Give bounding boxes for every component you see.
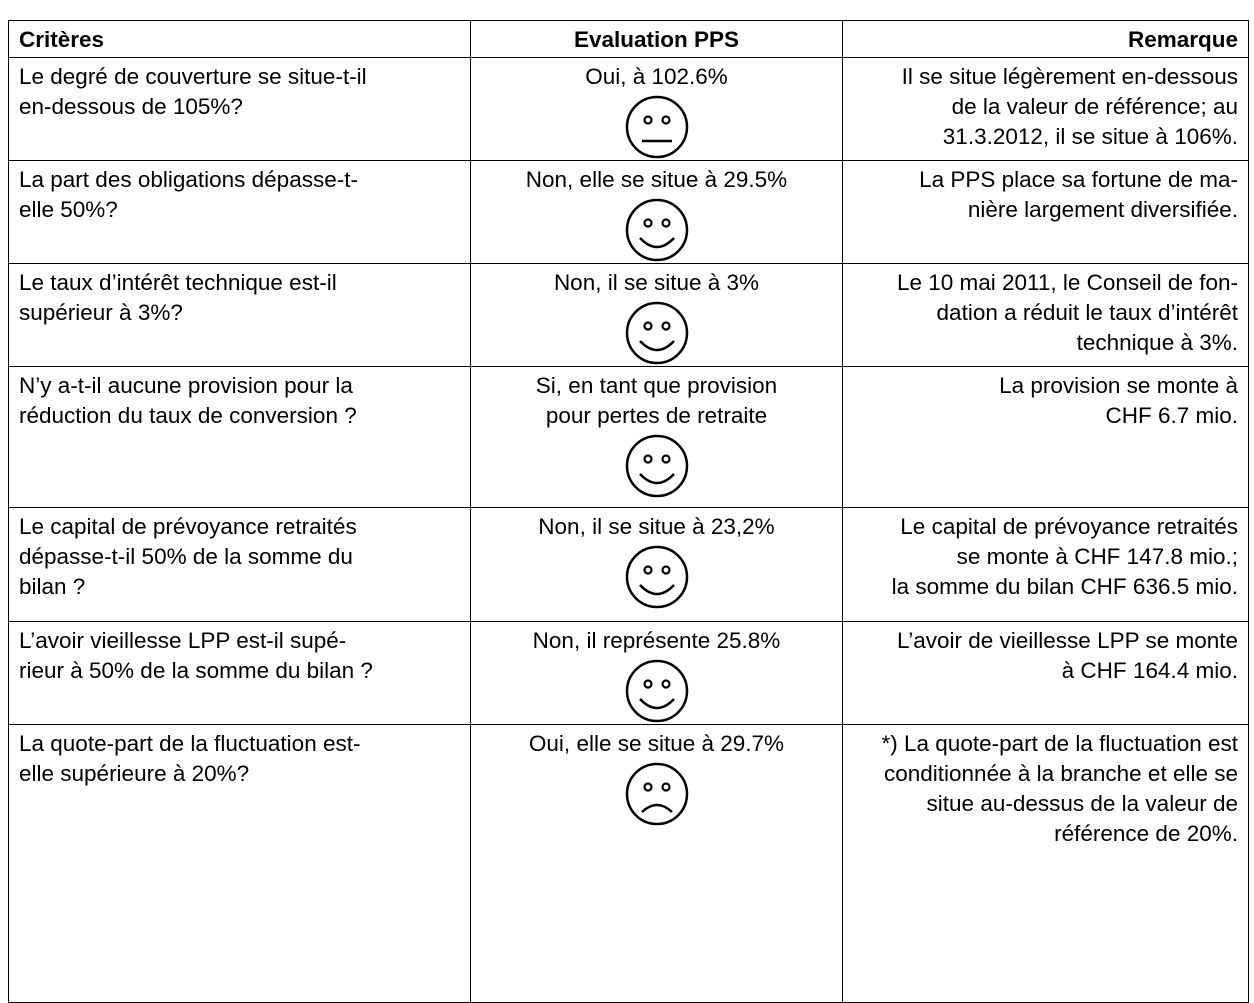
cell-line: supérieur à 3%?	[19, 300, 183, 325]
cell-line: de la valeur de référence; au	[951, 94, 1238, 119]
table-cell: Le degré de couverture se situe-t-il en-d…	[8, 57, 471, 161]
table-cell: Le taux d’intérêt technique est-il supéri…	[8, 263, 471, 367]
table-row: Le degré de couverture se situe-t-il en-d…	[8, 57, 1249, 161]
cell-line: nière largement diversifiée.	[967, 197, 1238, 222]
cell-line: *) La quote-part de la fluctuation est	[881, 731, 1238, 756]
table-cell: Le 10 mai 2011, le Conseil de fon-dation…	[842, 263, 1249, 367]
cell-line: se monte à CHF 147.8 mio.;	[956, 544, 1238, 569]
cell-line: La provision se monte à	[999, 373, 1238, 398]
header-cell: Critères	[8, 20, 471, 58]
table-row: Le capital de prévoyance retraités dépass…	[8, 507, 1249, 622]
table-row: L’avoir vieillesse LPP est-il supé-rieur…	[8, 621, 1249, 725]
criteria-table: Critères Evaluation PPS Remarque Le degr…	[8, 20, 1249, 1003]
smiley-happy	[625, 301, 688, 365]
cell-line: Non, il représente 25.8%	[532, 628, 781, 653]
cell-line: réduction du taux de conversion ?	[19, 403, 357, 428]
header-cell: Remarque	[842, 20, 1249, 58]
header-row: Critères Evaluation PPS Remarque	[8, 20, 1249, 58]
cell-line: situe au-dessus de la valeur de	[926, 791, 1238, 816]
cell-line: technique à 3%.	[1076, 330, 1238, 355]
table-cell: Oui, à 102.6%	[470, 57, 843, 161]
cell-line: Oui, à 102.6%	[585, 64, 728, 89]
cell-line: Le capital de prévoyance retraités	[900, 514, 1238, 539]
cell-line: Le taux d’intérêt technique est-il	[19, 270, 337, 295]
table-cell: Le capital de prévoyance retraités dépass…	[8, 507, 471, 622]
table-cell: Non, il se situe à 23,2%	[470, 507, 843, 622]
cell-line: rieur à 50% de la somme du bilan ?	[19, 658, 373, 683]
table-cell: Oui, elle se situe à 29.7%	[470, 724, 843, 1003]
cell-line: elle 50%?	[19, 197, 118, 222]
table-cell: Il se situe légèrement en-dessous de la v…	[842, 57, 1249, 161]
smiley-happy	[625, 198, 688, 262]
table-cell: La provision se monte à CHF 6.7 mio.	[842, 366, 1249, 508]
cell-line: Non, il se situe à 3%	[553, 270, 760, 295]
table-cell: Si, en tant que provision pour pertes de …	[470, 366, 843, 508]
cell-line: à CHF 164.4 mio.	[1061, 658, 1238, 683]
table-cell: N’y a-t-il aucune provision pour la réduc…	[8, 366, 471, 508]
cell-line: conditionnée à la branche et elle se	[883, 761, 1238, 786]
table-cell: *) La quote-part de la fluctuation est co…	[842, 724, 1249, 1003]
cell-line: bilan ?	[19, 574, 86, 599]
cell-line: CHF 6.7 mio.	[1105, 403, 1238, 428]
cell-line: Oui, elle se situe à 29.7%	[528, 731, 785, 756]
table-row: N’y a-t-il aucune provision pour la réduc…	[8, 366, 1249, 508]
page: Critères Evaluation PPS Remarque Le degr…	[8, 20, 1249, 1003]
table-row: La part des obligations dépasse-t-elle 5…	[8, 160, 1249, 264]
cell-line: dépasse-t-il 50% de la somme du	[19, 544, 353, 569]
table-cell: Non, il se situe à 3%	[470, 263, 843, 367]
cell-line: Il se situe légèrement en-dessous	[901, 64, 1238, 89]
cell-line: La quote-part de la fluctuation est-	[19, 731, 361, 756]
table-row: Le taux d’intérêt technique est-il supéri…	[8, 263, 1249, 367]
cell-line: la somme du bilan CHF 636.5 mio.	[891, 574, 1238, 599]
table-cell: La part des obligations dépasse-t-elle 5…	[8, 160, 471, 264]
header-cell: Evaluation PPS	[470, 20, 843, 58]
cell-line: L’avoir vieillesse LPP est-il supé-	[19, 628, 347, 653]
cell-line: La part des obligations dépasse-t-	[19, 167, 358, 192]
cell-line: L’avoir de vieillesse LPP se monte	[896, 628, 1238, 653]
table-cell: Le capital de prévoyance retraités se mon…	[842, 507, 1249, 622]
cell-line: Non, elle se situe à 29.5%	[525, 167, 788, 192]
cell-line: en-dessous de 105%?	[19, 94, 243, 119]
cell-line: Le 10 mai 2011, le Conseil de fon-	[896, 270, 1238, 295]
cell-line: dation a réduit le taux d’intérêt	[936, 300, 1238, 325]
cell-line: Le capital de prévoyance retraités	[19, 514, 357, 539]
table-cell: L’avoir vieillesse LPP est-il supé-rieur…	[8, 621, 471, 725]
cell-line: N’y a-t-il aucune provision pour la	[19, 373, 353, 398]
table-cell: La quote-part de la fluctuation est-elle…	[8, 724, 471, 1003]
cell-line: La PPS place sa fortune de ma-	[919, 167, 1238, 192]
table-row: La quote-part de la fluctuation est-elle…	[8, 724, 1249, 1003]
smiley-neutral	[625, 95, 688, 159]
cell-line: référence de 20%.	[1054, 821, 1238, 846]
cell-line: Si, en tant que provision	[535, 373, 778, 398]
table-cell: Non, il représente 25.8%	[470, 621, 843, 725]
smiley-happy	[625, 545, 688, 609]
table-cell: L’avoir de vieillesse LPP se monte à CHF …	[842, 621, 1249, 725]
cell-line: 31.3.2012, il se situe à 106%.	[942, 124, 1238, 149]
cell-line: pour pertes de retraite	[545, 403, 768, 428]
smiley-sad	[625, 762, 688, 826]
smiley-happy	[625, 659, 688, 723]
table-cell: Non, elle se situe à 29.5%	[470, 160, 843, 264]
cell-line: Non, il se situe à 23,2%	[538, 514, 775, 539]
cell-line: elle supérieure à 20%?	[19, 761, 250, 786]
cell-line: Le degré de couverture se situe-t-il	[19, 64, 367, 89]
table-cell: La PPS place sa fortune de ma-nière larg…	[842, 160, 1249, 264]
smiley-happy	[625, 434, 688, 498]
